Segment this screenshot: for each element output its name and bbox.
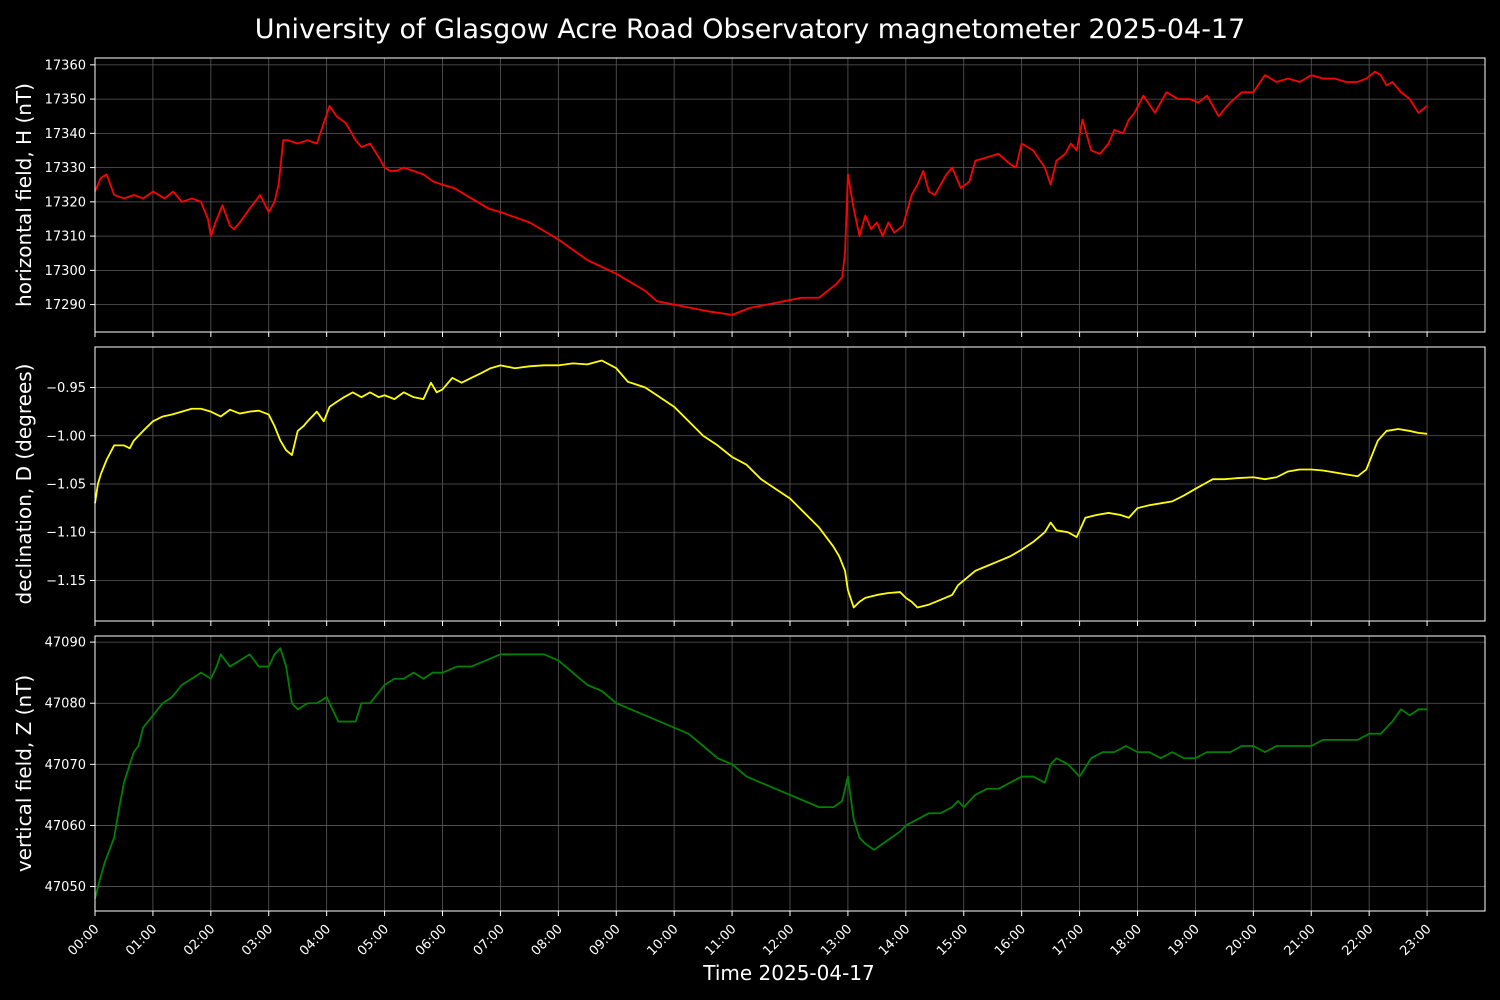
y-tick-label: 17360	[45, 58, 86, 73]
y-tick-label: 17320	[45, 195, 86, 210]
x-tick-label: 22:00	[1339, 922, 1376, 959]
x-tick-label: 19:00	[1166, 922, 1203, 959]
y-tick-label: 17330	[45, 161, 86, 176]
y-axis-label: vertical field, Z (nT)	[12, 675, 36, 872]
x-tick-label: 17:00	[1050, 922, 1087, 959]
series-line-declination	[94, 359, 1428, 609]
x-tick-label: 00:00	[65, 922, 102, 959]
y-tick-label: −1.00	[46, 429, 86, 444]
axes-frame	[94, 635, 1486, 912]
x-tick-label: 10:00	[644, 922, 681, 959]
x-tick-label: 01:00	[123, 922, 160, 959]
y-tick-label: 17310	[45, 230, 86, 245]
y-tick-label: −1.05	[46, 478, 86, 493]
x-tick-label: 18:00	[1108, 922, 1145, 959]
x-tick-label: 15:00	[934, 922, 971, 959]
x-tick-label: 14:00	[876, 922, 913, 959]
x-tick-label: 05:00	[355, 922, 392, 959]
y-tick-label: 47090	[45, 636, 86, 651]
x-tick-label: 12:00	[760, 922, 797, 959]
x-tick-label: 16:00	[992, 922, 1029, 959]
x-tick-label: 11:00	[702, 922, 739, 959]
axes-frame	[94, 57, 1486, 333]
panel-declination: −1.15 −1.10 −1.05 −1.00 −0.95 declination, D …	[12, 346, 1486, 626]
panel-horizontal-field: 17290 17300 17310 17320 17330 17340 17350 17360…	[12, 57, 1486, 337]
x-tick-label: 06:00	[413, 922, 450, 959]
x-tick-label: 08:00	[529, 922, 566, 959]
y-tick-label: 47060	[45, 819, 86, 834]
x-tick-label: 07:00	[471, 922, 508, 959]
y-tick-label: −0.95	[46, 381, 86, 396]
y-tick-label: 47070	[45, 758, 86, 773]
y-axis-label: horizontal field, H (nT)	[12, 83, 36, 307]
y-tick-label: 17290	[45, 298, 86, 313]
x-tick-label: 04:00	[297, 922, 334, 959]
x-tick-label: 02:00	[181, 922, 218, 959]
y-tick-label: 47050	[45, 880, 86, 895]
x-tick-label: 13:00	[818, 922, 855, 959]
y-tick-label: 17350	[45, 93, 86, 108]
y-tick-label: 47080	[45, 697, 86, 712]
x-tick-label: 21:00	[1282, 922, 1319, 959]
x-tick-label: 20:00	[1224, 922, 1261, 959]
series-line-vertical	[94, 647, 1428, 900]
x-tick-label: 03:00	[239, 922, 276, 959]
series-line-horizontal	[94, 70, 1428, 316]
axes-frame	[94, 346, 1486, 622]
panel-vertical-field: 47050 47060 47070 47080 47090 vertical field,…	[12, 635, 1486, 959]
y-tick-label: 17300	[45, 264, 86, 279]
y-tick-label: 17340	[45, 127, 86, 142]
y-tick-label: −1.15	[46, 574, 86, 589]
y-axis-label: declination, D (degrees)	[12, 364, 36, 605]
x-tick-label: 09:00	[587, 922, 624, 959]
chart-title: University of Glasgow Acre Road Observat…	[254, 14, 1246, 45]
x-tick-label: 23:00	[1397, 922, 1434, 959]
x-axis-label: Time 2025-04-17	[702, 961, 875, 985]
y-tick-label: −1.10	[46, 526, 86, 541]
